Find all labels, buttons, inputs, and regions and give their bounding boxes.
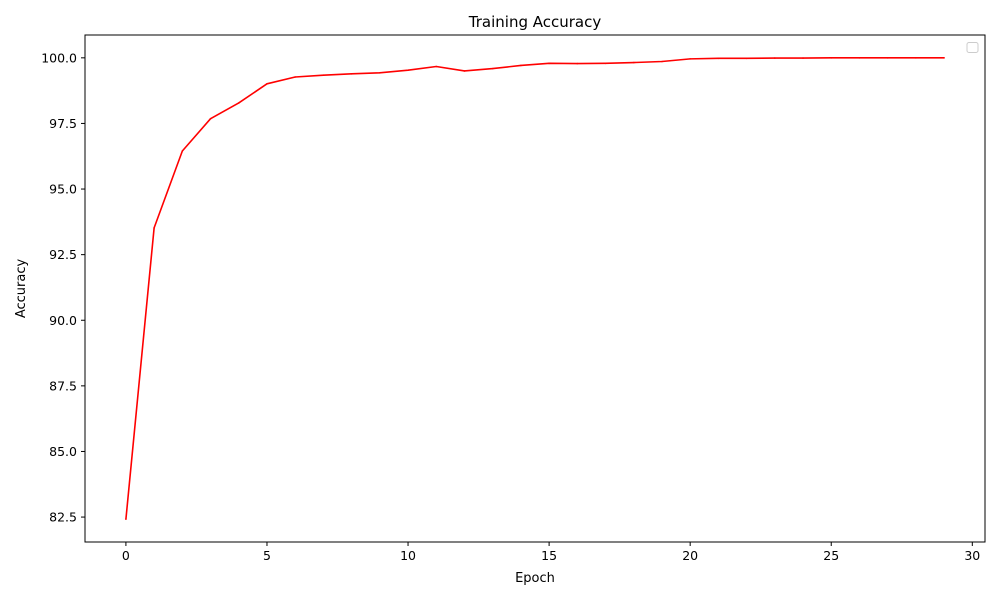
accuracy-point	[886, 57, 889, 59]
accuracy-point	[379, 71, 381, 74]
accuracy-point	[435, 65, 438, 68]
y-tick-label: 97.5	[49, 116, 77, 131]
accuracy-point	[802, 57, 804, 59]
plot-area	[85, 35, 985, 542]
accuracy-point	[943, 57, 945, 59]
accuracy-point	[830, 57, 833, 59]
accuracy-point	[209, 117, 212, 120]
accuracy-point	[266, 83, 268, 85]
x-axis-label: Epoch	[515, 571, 555, 586]
accuracy-points	[125, 57, 945, 520]
x-tick-label: 0	[122, 548, 130, 563]
accuracy-point	[181, 150, 184, 152]
accuracy-point	[604, 62, 607, 65]
accuracy-point	[153, 227, 155, 229]
x-axis-ticks: 0 5 10 15 20 25 30	[122, 542, 980, 563]
y-tick-label: 92.5	[49, 247, 77, 262]
y-tick-label: 95.0	[49, 182, 77, 197]
x-tick-label: 25	[823, 548, 839, 563]
accuracy-point	[322, 74, 325, 76]
x-tick-label: 30	[964, 548, 980, 563]
y-tick-label: 85.0	[49, 444, 77, 459]
accuracy-point	[294, 76, 296, 78]
accuracy-line	[125, 57, 945, 520]
y-tick-label: 90.0	[49, 313, 77, 328]
accuracy-point	[661, 60, 663, 63]
accuracy-point	[237, 102, 240, 104]
accuracy-point	[125, 518, 127, 520]
accuracy-point	[576, 62, 579, 65]
accuracy-point	[915, 57, 917, 59]
accuracy-point	[463, 70, 466, 72]
accuracy-point	[548, 62, 550, 65]
accuracy-point	[491, 67, 494, 70]
accuracy-point	[520, 64, 522, 67]
accuracy-point	[717, 57, 720, 60]
x-tick-label: 5	[263, 548, 271, 563]
y-axis-ticks: 82.5 85.0 87.5 90.0 92.5 95.0 97.5 100.0	[41, 50, 85, 525]
x-tick-label: 20	[682, 548, 698, 563]
accuracy-point	[407, 69, 409, 71]
accuracy-point	[745, 57, 748, 60]
chart-title: Training Accuracy	[468, 13, 602, 31]
accuracy-point	[350, 73, 353, 75]
x-tick-label: 15	[541, 548, 557, 563]
accuracy-point	[774, 57, 776, 59]
legend-box	[966, 42, 979, 53]
y-axis-label: Accuracy	[14, 259, 29, 319]
y-tick-label: 82.5	[49, 510, 77, 525]
x-tick-label: 10	[400, 548, 416, 563]
y-tick-label: 87.5	[49, 378, 77, 393]
accuracy-point	[632, 61, 635, 64]
y-tick-label: 100.0	[41, 50, 77, 65]
accuracy-point	[689, 58, 691, 60]
plot-frame	[84, 34, 986, 543]
accuracy-point	[858, 57, 861, 59]
